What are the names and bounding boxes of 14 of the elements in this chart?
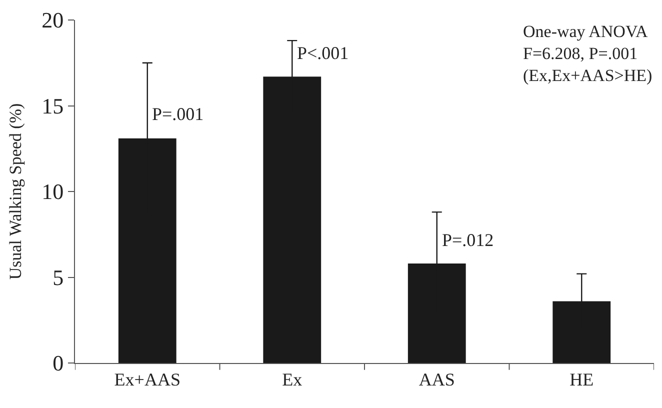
y-tick-label: 15 [42, 93, 64, 118]
annotation: One-way ANOVA F=6.208, P=.001 (Ex,Ex+AAS>HE) [523, 22, 652, 86]
y-axis-title: Usual Walking Speed (%) [6, 103, 26, 280]
annotation: P=.012 [442, 230, 494, 250]
y-tick-label: 20 [42, 8, 64, 33]
x-tick-label: AAS [418, 370, 455, 390]
annotation: P=.001 [152, 104, 204, 124]
y-tick-label: 5 [52, 264, 64, 290]
x-tick-label: Ex [282, 370, 302, 390]
x-tick-label: HE [570, 370, 594, 390]
x-tick-label: Ex+AAS [114, 370, 180, 390]
annotation: P<.001 [297, 43, 349, 63]
y-tick-label: 0 [52, 350, 64, 376]
y-tick-label: 10 [42, 179, 64, 204]
